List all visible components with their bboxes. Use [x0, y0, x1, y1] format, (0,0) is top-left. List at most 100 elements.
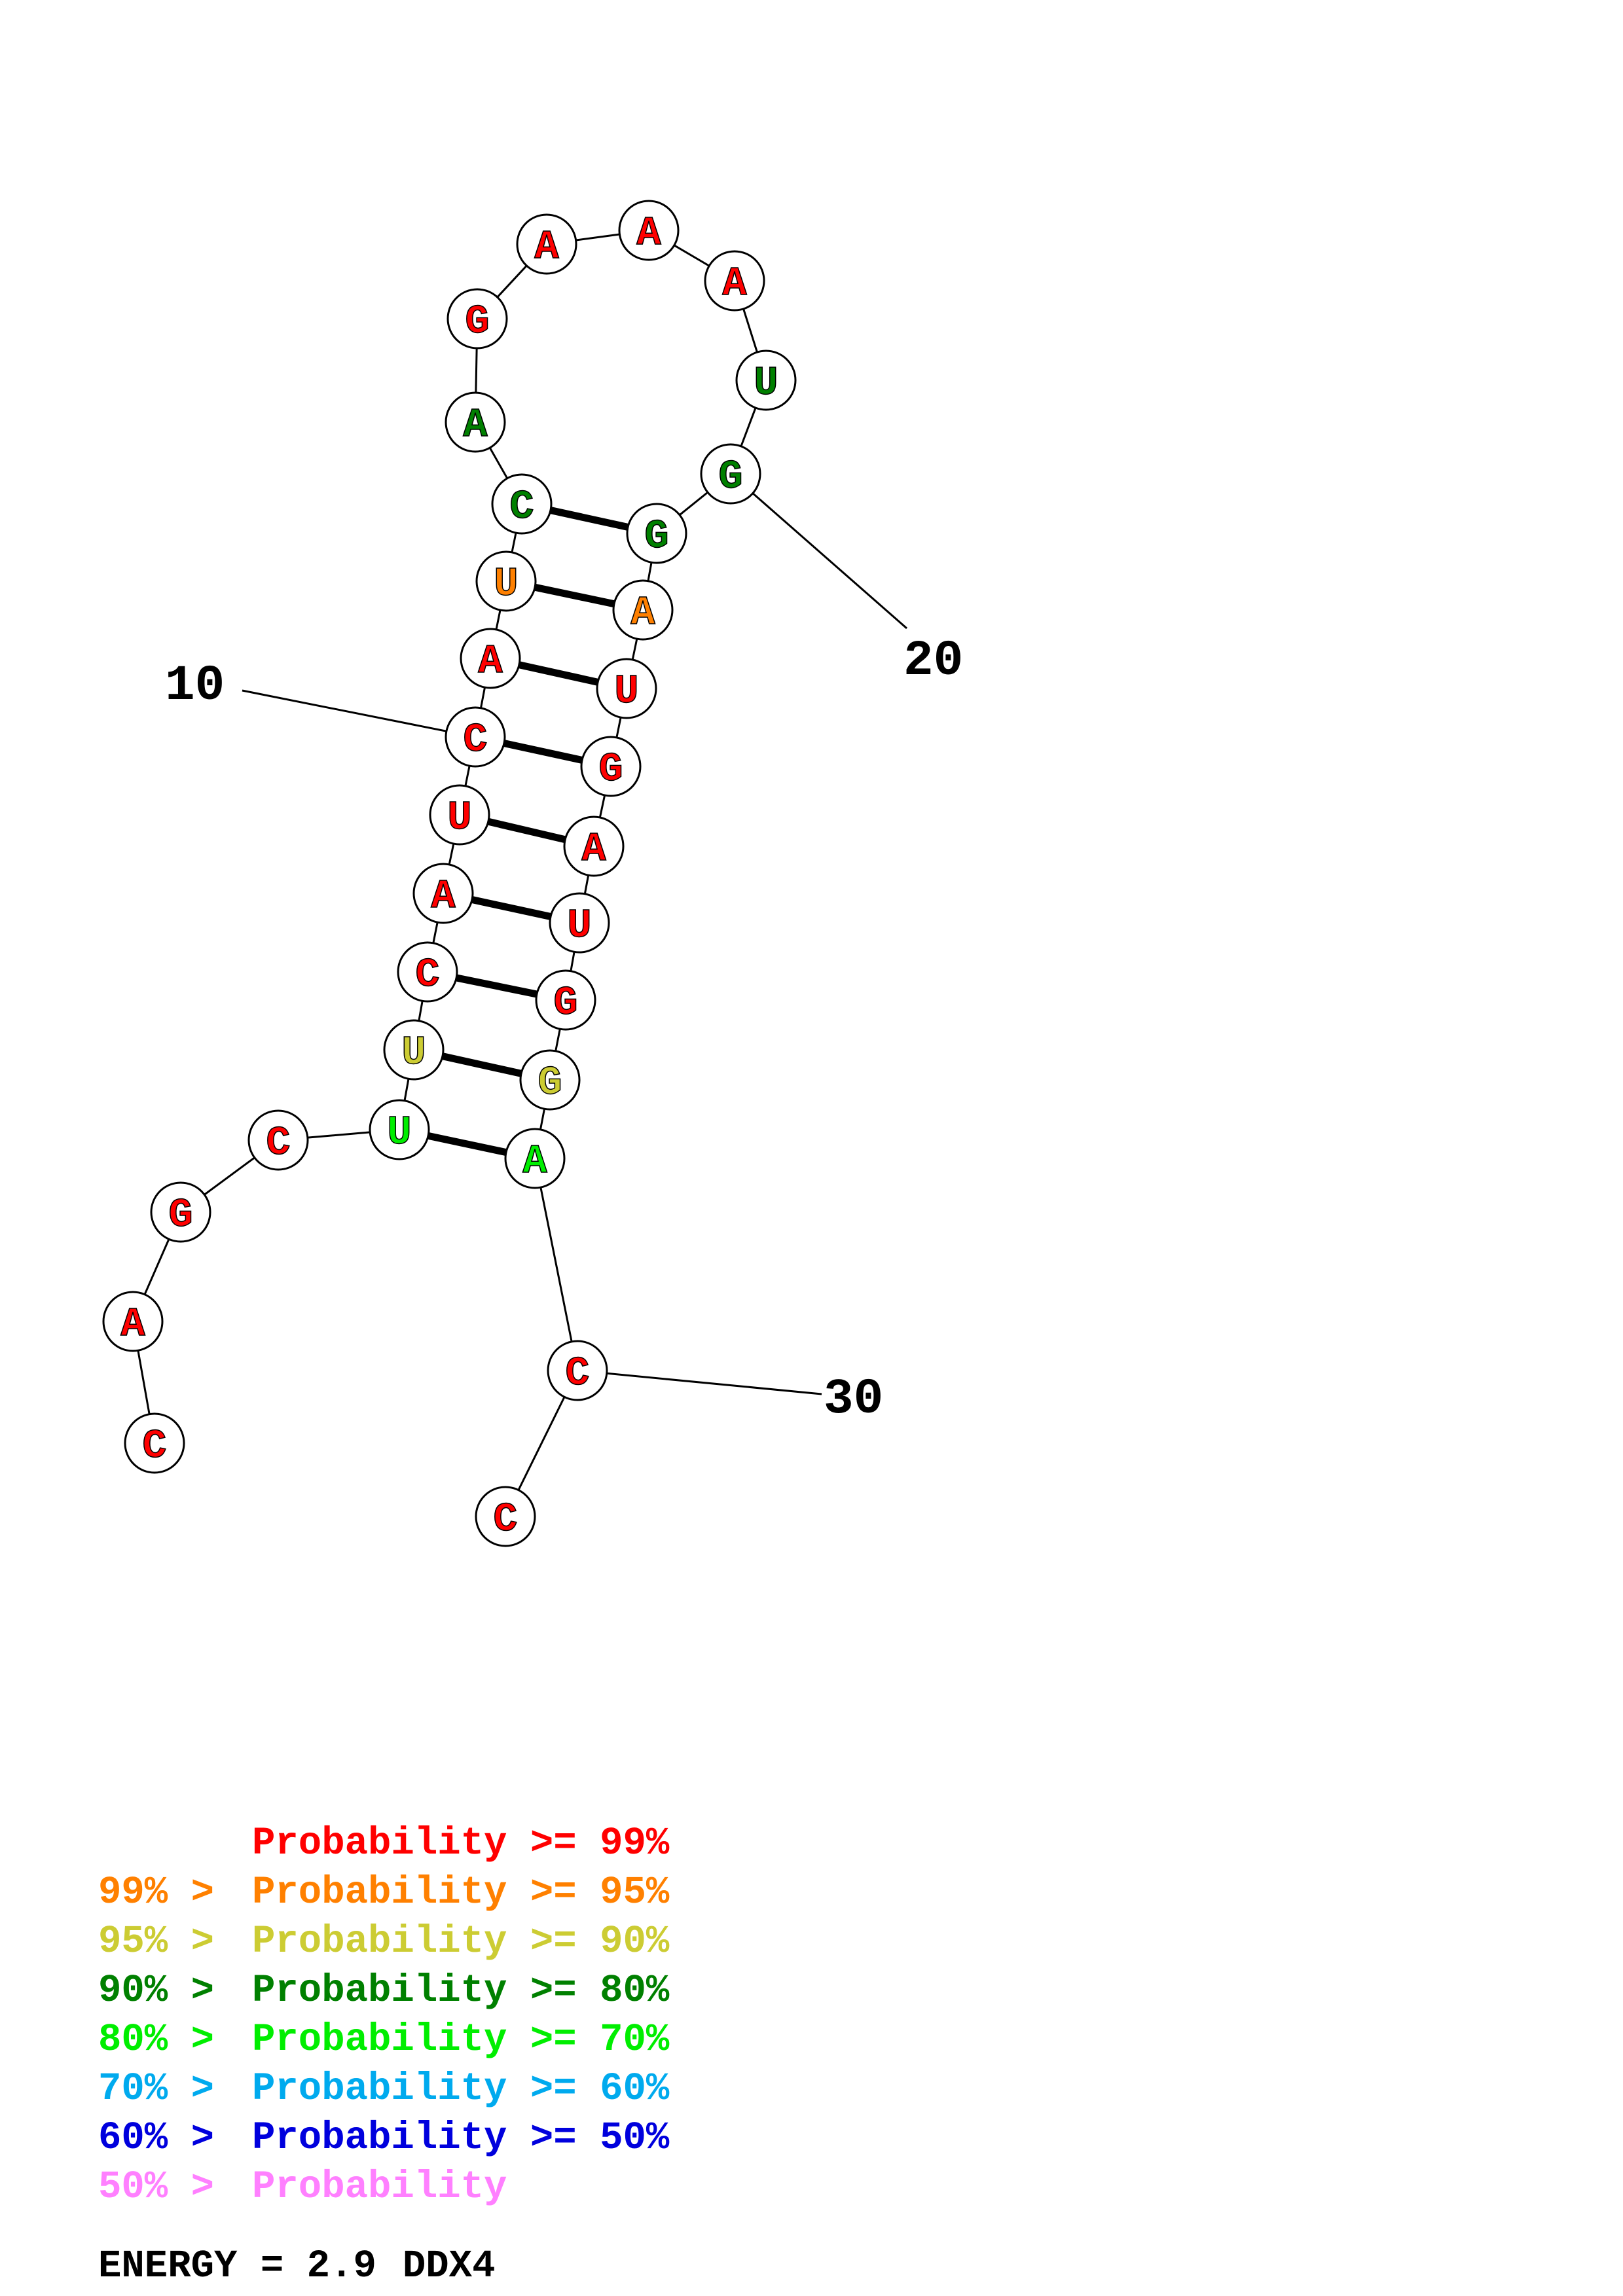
nucleotide-circle	[618, 200, 680, 261]
nucleotide-16: A	[516, 213, 577, 275]
nucleotide-11: A	[460, 628, 521, 689]
legend-entry: 50% > Probability	[98, 2165, 507, 2209]
nucleotide-17: A	[618, 200, 680, 261]
nucleotide-letter: G	[553, 980, 577, 1026]
legend-entry: Probability >= 99%	[252, 1821, 670, 1865]
nucleotide-letter: G	[538, 1060, 562, 1106]
nucleotide-circle	[124, 1412, 185, 1474]
legend-label: Probability >= 90%	[252, 1920, 670, 1964]
legend-prefix: 99% >	[98, 1871, 214, 1914]
legend-prefix: 80% >	[98, 2018, 214, 2062]
position-label-line	[730, 473, 907, 630]
nucleotide-circle	[596, 658, 657, 719]
nucleotide-letter: C	[509, 484, 534, 530]
position-label-line	[577, 1369, 822, 1395]
nucleotide-circle	[445, 391, 506, 453]
nucleotide-circle	[519, 1049, 581, 1111]
nucleotide-letter: C	[493, 1496, 517, 1543]
position-label-30: 30	[824, 1371, 883, 1427]
nucleotide-letter: A	[581, 826, 606, 872]
nucleotide-letter: A	[120, 1301, 145, 1348]
nucleotide-4: C	[247, 1109, 309, 1171]
nucleotide-1: C	[124, 1412, 185, 1474]
nucleotide-letter: U	[401, 1030, 426, 1076]
legend-prefix: 60% >	[98, 2116, 214, 2160]
nucleotide-30: C	[547, 1340, 608, 1401]
legend-entry: 95% > Probability >= 90%	[98, 1920, 670, 1964]
nucleotide-5: U	[369, 1099, 430, 1160]
legend-label: Probability	[252, 2165, 507, 2209]
nucleotide-letter: C	[266, 1120, 290, 1166]
nucleotide-letter: U	[614, 668, 638, 715]
nucleotide-circle	[412, 863, 474, 924]
nucleotide-circle	[475, 1486, 536, 1547]
nucleotide-circle	[704, 250, 765, 312]
nucleotide-letter: G	[465, 298, 489, 345]
nucleotide-9: U	[429, 784, 490, 846]
nucleotide-circle	[549, 892, 610, 954]
legend-label: Probability >= 95%	[252, 1871, 670, 1914]
nucleotide-circle	[397, 941, 458, 1003]
nucleotide-letter: C	[463, 717, 487, 763]
nucleotide-2: A	[102, 1291, 164, 1352]
nucleotide-letter: A	[522, 1138, 547, 1185]
nucleotide-13: C	[491, 473, 553, 535]
nucleotide-10: C	[445, 706, 506, 768]
legend-label: Probability >= 99%	[252, 1821, 670, 1865]
legend-label: Probability >= 70%	[252, 2018, 670, 2062]
legend-entry: 70% > Probability >= 60%	[98, 2067, 670, 2111]
energy-value: ENERGY = 2.9	[98, 2244, 376, 2288]
nucleotide-19: U	[735, 350, 797, 411]
nucleotide-28: G	[519, 1049, 581, 1111]
nucleotide-25: A	[563, 816, 625, 877]
nucleotide-3: G	[150, 1181, 211, 1243]
nucleotide-31: C	[475, 1486, 536, 1547]
nucleotide-circle	[547, 1340, 608, 1401]
nucleotide-letter: U	[754, 360, 778, 406]
nucleotide-letter: A	[722, 260, 747, 307]
nucleotide-letter: C	[565, 1350, 589, 1397]
legend-entry: 80% > Probability >= 70%	[98, 2018, 670, 2062]
nucleotide-14: A	[445, 391, 506, 453]
nucleotide-21: G	[626, 503, 687, 564]
nucleotide-circle	[580, 736, 642, 797]
nucleotide-letter: A	[478, 638, 503, 685]
nucleotide-letter: U	[387, 1109, 411, 1156]
position-label-line	[242, 689, 476, 738]
nucleotide-circle	[516, 213, 577, 275]
nucleotide-circle	[491, 473, 553, 535]
nucleotide-20: G	[700, 443, 761, 505]
nucleotide-6: U	[383, 1019, 445, 1081]
legend-prefix: 70% >	[98, 2067, 214, 2111]
nucleotide-circle	[102, 1291, 164, 1352]
nucleotide-12: U	[475, 550, 537, 612]
nucleotide-circle	[383, 1019, 445, 1081]
nucleotide-24: G	[580, 736, 642, 797]
position-label-20: 20	[903, 633, 963, 689]
nucleotide-circle	[447, 288, 508, 350]
nucleotide-letter: G	[718, 454, 742, 500]
nucleotide-circle	[504, 1128, 566, 1189]
nucleotide-18: A	[704, 250, 765, 312]
nucleotide-letter: U	[447, 795, 471, 841]
nucleotide-letter: U	[494, 561, 518, 607]
probability-legend: Probability >= 99% 99% > Probability >= 9…	[98, 1821, 670, 2209]
nucleotide-15: G	[447, 288, 508, 350]
legend-label: Probability >= 60%	[252, 2067, 670, 2111]
nucleotide-letter: U	[567, 903, 591, 949]
legend-prefix: 95% >	[98, 1920, 214, 1964]
nucleotide-circle	[735, 350, 797, 411]
nucleotide-circle	[247, 1109, 309, 1171]
legend-prefix: 50% >	[98, 2165, 214, 2209]
molecule-name: DDX4	[403, 2244, 496, 2288]
legend-entry: 90% > Probability >= 80%	[98, 1969, 670, 2013]
nucleotide-letter: A	[630, 590, 655, 636]
nucleotide-letter: A	[463, 402, 488, 448]
nucleotide-letter: G	[598, 746, 623, 793]
nucleotide-letter: C	[415, 952, 439, 998]
position-labels: 10 20 30	[165, 633, 963, 1427]
position-label-10: 10	[165, 658, 225, 714]
nucleotide-circle	[563, 816, 625, 877]
nucleotide-circle	[369, 1099, 430, 1160]
